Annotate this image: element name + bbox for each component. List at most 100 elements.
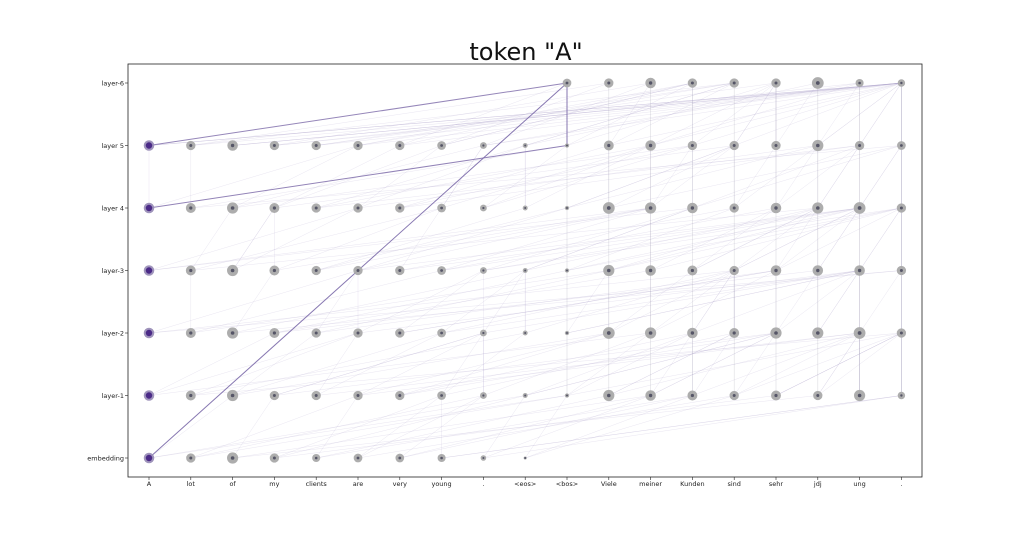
flow-line xyxy=(525,207,818,271)
flow-line xyxy=(608,145,902,209)
flow-line xyxy=(734,145,818,209)
flow-line xyxy=(692,270,735,334)
node-inner xyxy=(272,268,276,273)
flow-line xyxy=(525,395,693,459)
x-tick-label: <bos> xyxy=(556,480,578,488)
flow-line xyxy=(274,82,902,146)
node-inner xyxy=(440,394,443,397)
flow-line xyxy=(525,332,777,396)
flow-line xyxy=(734,207,860,271)
flow-line xyxy=(316,332,860,396)
flow-line xyxy=(316,145,860,209)
flow-line xyxy=(775,145,819,209)
node-inner xyxy=(440,269,443,272)
flow-line xyxy=(274,145,400,209)
flow-line xyxy=(316,207,526,271)
node-inner xyxy=(690,206,695,210)
flow-line xyxy=(483,270,526,334)
y-tick-label: layer-6 xyxy=(102,79,124,87)
node-inner xyxy=(732,144,736,147)
flow-line xyxy=(525,82,735,146)
flow-line xyxy=(190,207,442,271)
flow-line xyxy=(232,207,275,271)
flow-line xyxy=(399,395,484,459)
node-inner xyxy=(189,456,193,460)
flow-line xyxy=(357,82,693,146)
flow-line xyxy=(525,332,693,396)
y-tick-label: layer-1 xyxy=(102,392,124,400)
flow-line xyxy=(315,270,359,334)
node-inner xyxy=(230,331,235,335)
node-inner xyxy=(774,144,778,147)
flow-line xyxy=(650,270,735,334)
flow-line xyxy=(608,82,735,146)
flow-line xyxy=(483,395,526,459)
flow-line xyxy=(692,270,860,334)
node-inner xyxy=(356,394,360,397)
flow-line xyxy=(859,207,902,271)
node-inner xyxy=(774,81,778,85)
flow-line xyxy=(566,332,693,396)
flow-line xyxy=(190,145,568,209)
flow-line xyxy=(859,207,902,271)
flow-line xyxy=(608,332,735,396)
flow-line xyxy=(566,270,610,334)
flow-line xyxy=(148,270,902,334)
flow-line xyxy=(608,332,735,396)
node-inner xyxy=(648,143,653,148)
flow-line xyxy=(859,270,902,334)
node-inner xyxy=(648,331,653,335)
flow-line xyxy=(232,270,526,334)
flow-line xyxy=(817,207,860,271)
flow-line xyxy=(441,207,651,271)
flow-line xyxy=(190,270,609,334)
y-tick-label: layer 5 xyxy=(101,142,124,150)
flow-line xyxy=(357,207,568,271)
flow-line xyxy=(441,207,860,271)
node-inner xyxy=(648,268,653,273)
node-inner xyxy=(816,143,820,148)
node-inner xyxy=(145,204,153,212)
flow-line xyxy=(441,332,735,396)
node-inner xyxy=(440,144,443,147)
x-tick-label: <eos> xyxy=(514,480,536,488)
flow-line xyxy=(650,82,902,146)
flow-line xyxy=(148,207,651,271)
node-inner xyxy=(398,456,402,460)
flow-line xyxy=(566,82,693,146)
node-inner xyxy=(774,331,778,335)
flow-line xyxy=(399,207,860,271)
flow-line xyxy=(650,145,693,209)
flow-line xyxy=(399,270,484,334)
node-inner xyxy=(145,142,153,149)
flow-line xyxy=(650,332,777,396)
flow-line xyxy=(817,332,860,396)
flow-line xyxy=(859,145,902,209)
flow-line xyxy=(357,82,902,146)
flow-line xyxy=(316,270,609,334)
node-inner xyxy=(607,81,611,85)
flow-lines xyxy=(148,82,902,459)
node-inner xyxy=(482,394,485,397)
flow-line xyxy=(775,82,819,146)
flow-line xyxy=(483,207,693,271)
flow-line xyxy=(441,207,777,271)
node-inner xyxy=(272,206,276,210)
node-inner xyxy=(356,269,360,272)
node-inner xyxy=(145,392,153,399)
flow-line xyxy=(483,82,860,146)
flow-line xyxy=(608,145,735,209)
flow-line xyxy=(608,207,860,271)
node-inner xyxy=(440,206,443,210)
flow-line xyxy=(274,270,568,334)
flow-line xyxy=(232,395,651,459)
flow-line xyxy=(190,82,902,146)
x-tick-label: . xyxy=(482,480,484,488)
flow-line xyxy=(733,145,777,209)
node-inner xyxy=(272,144,276,147)
node-inner xyxy=(230,268,235,273)
node-inner xyxy=(314,456,318,460)
y-tick-label: layer-2 xyxy=(102,329,124,337)
flow-line xyxy=(274,332,484,396)
flow-line xyxy=(692,332,735,396)
